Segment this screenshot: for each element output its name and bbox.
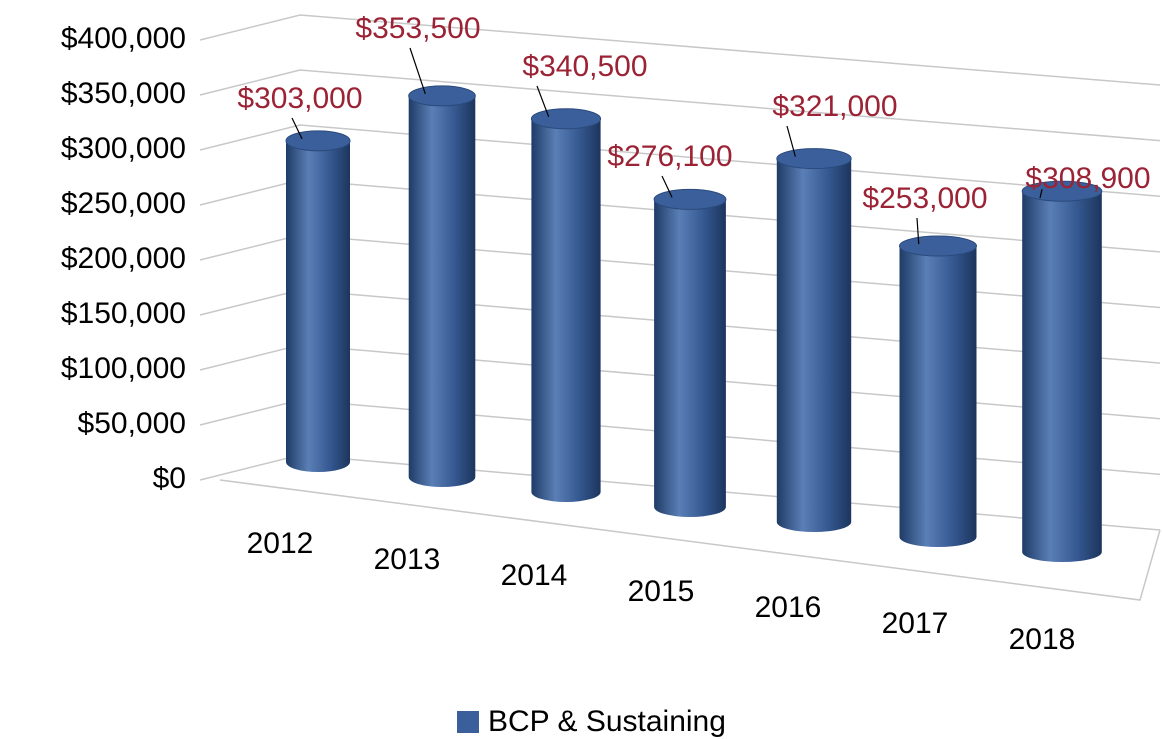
bar	[1022, 191, 1102, 562]
bar-top	[653, 188, 727, 210]
bar	[899, 246, 977, 548]
y-tick-label: $0	[153, 462, 186, 495]
bar-top	[776, 148, 852, 170]
y-tick-label: $100,000	[61, 352, 186, 385]
grid-line	[199, 14, 1161, 86]
leader-line	[1039, 189, 1043, 199]
bar	[776, 158, 852, 533]
bar	[408, 95, 476, 487]
cylinder	[285, 130, 351, 472]
y-tick-label: $350,000	[61, 77, 186, 110]
x-tick-label: 2014	[501, 559, 568, 592]
cylinder	[408, 85, 476, 487]
bar-top	[530, 108, 602, 130]
bar-top	[408, 85, 476, 107]
bar-top	[899, 235, 977, 257]
leader-line	[916, 217, 920, 245]
leader-line	[291, 117, 303, 140]
grid-line	[199, 69, 1161, 142]
leader-line	[409, 47, 426, 95]
bar	[531, 118, 601, 502]
leader-line	[661, 175, 673, 198]
cylinder	[653, 188, 727, 517]
leader-line	[786, 125, 796, 157]
x-tick-label: 2013	[374, 543, 441, 576]
value-label: $308,900	[1025, 162, 1150, 195]
grid-line	[199, 124, 1161, 197]
cylinder	[530, 108, 602, 502]
legend-label: BCP & Sustaining	[488, 705, 726, 738]
bar	[654, 199, 726, 517]
y-tick-label: $150,000	[61, 297, 186, 330]
x-tick-label: 2015	[628, 575, 695, 608]
y-tick-label: $50,000	[78, 407, 186, 440]
cylinder	[1021, 180, 1103, 562]
legend-swatch	[457, 711, 479, 733]
value-label: $321,000	[772, 90, 897, 123]
value-label: $353,500	[355, 12, 480, 45]
cylinder	[776, 148, 852, 533]
floor-edge	[219, 479, 1161, 601]
value-label: $253,000	[862, 182, 987, 215]
x-tick-label: 2016	[755, 591, 822, 624]
y-tick-label: $300,000	[61, 132, 186, 165]
value-label: $340,500	[522, 50, 647, 83]
x-tick-label: 2012	[247, 527, 314, 560]
leader-line	[536, 85, 550, 118]
x-tick-label: 2018	[1009, 623, 1076, 656]
value-label: $276,100	[607, 140, 732, 173]
x-tick-label: 2017	[882, 607, 949, 640]
y-tick-label: $400,000	[61, 22, 186, 55]
bar-top	[1021, 180, 1103, 202]
cylinder	[899, 235, 977, 548]
bar-top	[285, 130, 351, 152]
y-tick-label: $250,000	[61, 187, 186, 220]
value-label: $303,000	[237, 82, 362, 115]
y-tick-label: $200,000	[61, 242, 186, 275]
floor	[219, 479, 1161, 601]
bar	[286, 140, 350, 472]
